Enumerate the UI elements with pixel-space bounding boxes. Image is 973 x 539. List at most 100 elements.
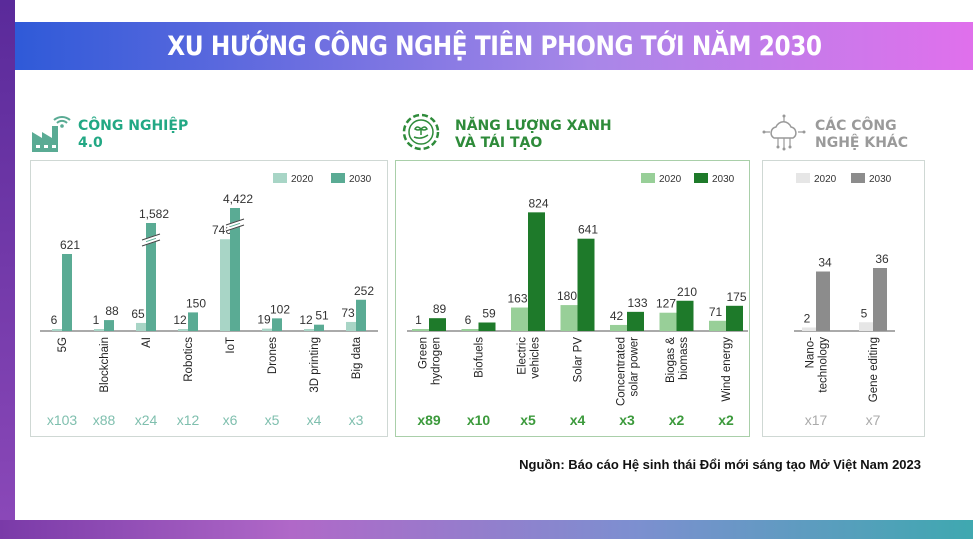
- data-label: 12: [299, 313, 313, 327]
- category-label: biomass: [678, 337, 690, 380]
- legend-label: 2020: [291, 174, 314, 185]
- axis-break-mark: [225, 218, 245, 232]
- growth-multiplier: x4: [307, 412, 322, 428]
- data-label: 34: [818, 256, 832, 270]
- data-label: 163: [507, 292, 527, 306]
- data-label: 102: [270, 302, 290, 316]
- slide: [15, 0, 973, 520]
- growth-multiplier: x24: [135, 412, 158, 428]
- data-label: 12: [173, 313, 187, 327]
- bar-2020: [461, 329, 479, 331]
- bar-2030: [272, 318, 282, 331]
- data-label: 65: [131, 307, 145, 321]
- growth-multiplier: x3: [619, 412, 635, 428]
- data-label: 133: [627, 296, 647, 310]
- data-label: 824: [528, 196, 548, 210]
- data-label: 1,582: [139, 207, 169, 221]
- category-label: AI: [141, 337, 153, 348]
- bar-2030: [676, 300, 694, 331]
- source-note: Nguồn: Báo cáo Hệ sinh thái Đổi mới sáng…: [519, 457, 921, 472]
- legend-swatch-2030: [694, 173, 708, 183]
- category-label: hydrogen: [431, 337, 443, 385]
- category-label: IoT: [225, 337, 237, 354]
- legend-swatch-2020: [273, 173, 287, 183]
- category-label: Blockchain: [99, 337, 111, 393]
- data-label: 36: [875, 252, 889, 266]
- category-label: Gene editing: [868, 337, 880, 402]
- growth-multiplier: x5: [265, 412, 280, 428]
- data-label: 1: [415, 313, 422, 327]
- category-label: vehicles: [530, 337, 542, 379]
- gear-leaf-hand-icon: [402, 113, 440, 151]
- left-decor-strip: [0, 0, 15, 520]
- category-label: 3D printing: [309, 337, 321, 393]
- bar-2030: [816, 271, 830, 331]
- data-label: 4,422: [223, 192, 253, 206]
- category-label: Robotics: [183, 337, 195, 382]
- title-banner: XU HƯỚNG CÔNG NGHỆ TIÊN PHONG TỚI NĂM 20…: [15, 22, 973, 70]
- bar-2030: [873, 268, 887, 331]
- data-label: 5: [861, 306, 868, 320]
- category-label: Nano-: [805, 337, 817, 368]
- data-label: 71: [709, 305, 723, 319]
- data-label: 88: [105, 304, 119, 318]
- growth-multiplier: x2: [718, 412, 734, 428]
- axis-break-mark: [141, 233, 161, 247]
- bar-2030: [314, 324, 324, 331]
- data-label: 2: [804, 312, 811, 326]
- category-label: Biogas &: [665, 337, 677, 383]
- category-label: Drones: [267, 337, 279, 374]
- bar-2030: [577, 238, 595, 331]
- legend-label: 2020: [814, 174, 837, 185]
- data-label: 6: [465, 313, 472, 327]
- category-label: Solar PV: [573, 337, 585, 383]
- legend-swatch-2030: [331, 173, 345, 183]
- category-label: solar power: [629, 337, 641, 397]
- bar-2020: [560, 305, 578, 331]
- bar-2020: [178, 329, 188, 331]
- legend-label: 2030: [869, 174, 892, 185]
- bar-2030: [726, 305, 743, 331]
- bar-2020: [511, 307, 528, 331]
- bar-2020: [709, 320, 726, 331]
- bar-2030: [188, 312, 198, 331]
- section-title-other-tech: CÁC CÔNG NGHỆ KHÁC: [815, 118, 909, 151]
- growth-multiplier: x12: [177, 412, 200, 428]
- bar-2020: [659, 312, 677, 331]
- growth-multiplier: x6: [223, 412, 238, 428]
- data-label: 621: [60, 238, 80, 252]
- factory-wifi-icon: [32, 116, 71, 152]
- category-label: 5G: [57, 337, 69, 352]
- bar-2020: [304, 329, 314, 331]
- bar-2020: [136, 322, 146, 331]
- axis-break-mark: [141, 233, 161, 247]
- data-label: 641: [578, 223, 598, 237]
- bar-2030: [356, 299, 366, 331]
- data-label: 59: [482, 307, 496, 321]
- axis-break-mark: [225, 218, 245, 232]
- legend-swatch-2030: [851, 173, 865, 183]
- bar-2030: [429, 318, 446, 331]
- growth-multiplier: x2: [669, 412, 685, 428]
- legend-label: 2020: [659, 174, 682, 185]
- bar-2020: [802, 327, 816, 331]
- growth-multiplier: x4: [570, 412, 586, 428]
- bar-2020: [610, 324, 627, 331]
- data-label: 175: [726, 290, 746, 304]
- section-title-industry: CÔNG NGHIỆP 4.0: [78, 118, 189, 151]
- section-title-green-energy: NĂNG LƯỢNG XANH VÀ TÁI TẠO: [455, 118, 612, 151]
- data-label: 6: [51, 313, 58, 327]
- growth-multiplier: x89: [417, 412, 441, 428]
- category-label: Wind energy: [721, 337, 733, 402]
- category-label: Concentrated: [616, 337, 628, 406]
- data-label: 89: [433, 302, 447, 316]
- category-label: Green: [418, 337, 430, 369]
- bar-2030: [104, 320, 114, 331]
- data-label: 1: [93, 313, 100, 327]
- data-label: 180: [557, 289, 577, 303]
- growth-multiplier: x3: [349, 412, 364, 428]
- growth-multiplier: x103: [47, 412, 78, 428]
- bar-2030: [528, 212, 545, 331]
- page-title: XU HƯỚNG CÔNG NGHỆ TIÊN PHONG TỚI NĂM 20…: [166, 30, 822, 62]
- bar-2030: [230, 208, 240, 331]
